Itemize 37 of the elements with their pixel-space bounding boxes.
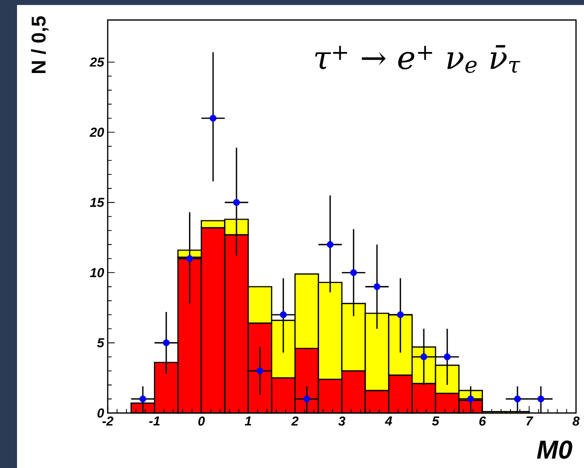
x-axis-title: M0 — [536, 440, 572, 459]
point — [537, 396, 544, 402]
point — [139, 396, 146, 402]
y-tick-label: 15 — [90, 198, 104, 207]
point — [162, 339, 170, 346]
y-axis-title: N / 0,5 — [31, 16, 49, 74]
x-tick-label: 5 — [432, 416, 440, 426]
y-tick-label: 10 — [90, 268, 104, 278]
x-tick-label: 8 — [572, 416, 580, 426]
x-tick-label: 4 — [384, 416, 392, 426]
point — [350, 269, 357, 276]
point — [467, 396, 474, 402]
x-tick-label: 0 — [198, 416, 205, 426]
x-tick-label: 2 — [291, 416, 299, 426]
y-tick-label: 5 — [97, 338, 104, 348]
x-tick-label: 7 — [526, 416, 534, 426]
point — [186, 255, 194, 262]
point — [444, 353, 451, 360]
point — [233, 199, 240, 206]
point — [374, 283, 380, 290]
point — [280, 311, 287, 318]
point — [210, 114, 216, 122]
point — [256, 367, 264, 374]
point — [514, 396, 521, 402]
x-tick-label: -1 — [149, 416, 160, 426]
y-tick-label: 0 — [98, 408, 104, 418]
y-tick-label: 20 — [90, 128, 104, 137]
annotation: τ$^{+}$ → e$^{+}$ ν$_{e}$ ν̄$_{τ}$ — [315, 45, 520, 73]
point — [303, 396, 310, 402]
x-tick-label: 3 — [338, 416, 346, 426]
point — [326, 241, 334, 248]
point — [397, 311, 404, 318]
x-tick-label: 1 — [244, 416, 252, 426]
x-tick-label: -2 — [102, 416, 114, 426]
y-tick-label: 25 — [90, 58, 104, 67]
x-tick-label: 6 — [479, 416, 486, 426]
point — [420, 353, 428, 360]
